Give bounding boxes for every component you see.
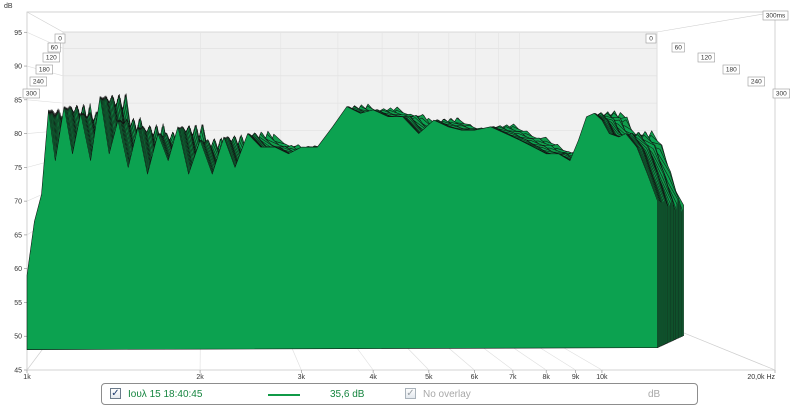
y-tick-label: 90: [14, 64, 22, 71]
time-tick-left: 0: [54, 33, 66, 44]
svg-text:120: 120: [46, 55, 57, 62]
time-tick-right: 180: [722, 64, 740, 75]
y-tick-label: 60: [14, 266, 22, 273]
x-tick-label: 3k: [298, 374, 306, 380]
y-tick-label: 95: [14, 30, 22, 37]
x-tick-label: 4k: [369, 374, 377, 380]
x-tick-label: 6k: [471, 374, 479, 380]
time-tick-right: 300: [772, 88, 790, 99]
x-tick-label: 2k: [196, 374, 204, 380]
waterfall-slice: [26, 96, 658, 350]
svg-text:180: 180: [39, 67, 50, 74]
y-tick-label: 55: [14, 300, 22, 307]
y-tick-label: 80: [14, 131, 22, 138]
overlay-label: No overlay: [423, 389, 471, 400]
x-tick-label: 9k: [572, 374, 580, 380]
time-tick-left: 120: [42, 52, 60, 63]
waterfall-slices: [26, 93, 684, 350]
time-tick-right: 120: [697, 52, 715, 63]
time-tick-left: 300: [22, 88, 40, 99]
y-tick-label: 70: [14, 199, 22, 206]
y-tick-label: 50: [14, 334, 22, 341]
time-corner-label: 300ms: [762, 10, 789, 21]
x-tick-label: 20,0k Hz: [747, 374, 775, 380]
svg-text:0: 0: [58, 36, 62, 43]
svg-text:300: 300: [26, 91, 37, 98]
time-tick-left: 240: [29, 76, 47, 87]
svg-text:240: 240: [33, 79, 44, 86]
time-tick-left: 60: [47, 42, 61, 53]
svg-text:240: 240: [751, 79, 762, 86]
measurement-checkbox[interactable]: ✓: [110, 388, 121, 399]
svg-text:180: 180: [726, 67, 737, 74]
y-tick-label: 75: [14, 165, 22, 172]
svg-text:60: 60: [675, 45, 683, 52]
x-tick-label: 10k: [596, 374, 608, 380]
unit-label: dB: [648, 389, 661, 400]
legend-bar: ✓ Ιουλ 15 18:40:45 35,6 dB ✓ No overlay …: [101, 383, 698, 405]
axis-labels: 95 90 85 80 75 70 65 60 55 50 45 dB 1k 2k 3k 4k 5k 6k 7k 8k…: [4, 3, 790, 380]
measurement-label: Ιουλ 15 18:40:45: [128, 389, 203, 400]
y-tick-label: 85: [14, 97, 22, 104]
time-tick-right: 0: [645, 33, 657, 44]
x-tick-label: 7k: [509, 374, 517, 380]
x-tick-label: 1k: [23, 374, 31, 380]
measurement-value: 35,6 dB: [330, 389, 365, 400]
time-tick-right: 60: [671, 42, 685, 53]
waterfall-plot: 95 90 85 80 75 70 65 60 55 50 45 dB 1k 2k 3k 4k 5k 6k 7k 8k…: [4, 3, 790, 380]
time-tick-left: 180: [35, 64, 53, 75]
y-tick-label: 65: [14, 232, 22, 239]
svg-text:300ms: 300ms: [766, 13, 786, 20]
measurement-line-swatch: [268, 394, 300, 396]
y-tick-label: 45: [14, 368, 22, 375]
svg-text:0: 0: [649, 36, 653, 43]
overlay-checkbox[interactable]: ✓: [405, 388, 416, 399]
x-tick-label: 8k: [543, 374, 551, 380]
time-tick-right: 240: [747, 76, 765, 87]
svg-text:120: 120: [701, 55, 712, 62]
x-tick-label: 5k: [425, 374, 433, 380]
svg-text:300: 300: [776, 91, 787, 98]
y-axis-label: dB: [4, 3, 13, 10]
svg-text:60: 60: [51, 45, 59, 52]
